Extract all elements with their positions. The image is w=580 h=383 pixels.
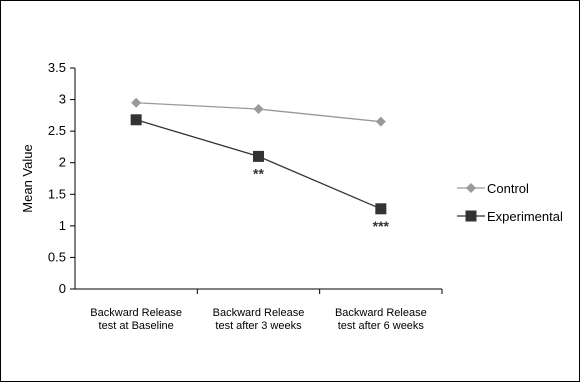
data-point-experimental (375, 203, 387, 215)
significance-annotations: ***** (253, 165, 390, 233)
data-point-control (131, 97, 142, 108)
data-point-experimental (130, 114, 142, 126)
y-tick-label: 1.5 (48, 186, 66, 201)
series-lines (130, 97, 387, 215)
y-tick-label: 3.5 (48, 60, 66, 75)
significance-marker: ** (253, 165, 264, 181)
y-tick-label: 0.5 (48, 249, 66, 264)
legend: Control Experimental (457, 181, 563, 224)
x-category-label: test at Baseline (99, 320, 174, 332)
x-category-label: test after 3 weeks (215, 320, 302, 332)
data-point-control (253, 104, 264, 115)
y-tick-labels: 0 0.5 1 1.5 2 2.5 3 3.5 (48, 60, 66, 296)
y-tick-label: 2.5 (48, 123, 66, 138)
y-tick-label: 1 (59, 218, 66, 233)
data-point-experimental (253, 150, 264, 162)
x-category-label: test after 6 weeks (338, 320, 425, 332)
data-point-control (375, 116, 386, 127)
legend-label-control: Control (487, 181, 529, 196)
y-tick-label: 3 (59, 92, 66, 107)
y-tick-label: 2 (59, 155, 66, 170)
series-line-experimental (135, 119, 382, 210)
legend-label-experimental: Experimental (487, 209, 563, 224)
x-category-label: Backward Release (335, 307, 427, 319)
legend-marker-experimental (465, 210, 477, 222)
significance-marker: *** (373, 218, 390, 234)
axes (70, 67, 443, 294)
x-category-label: Backward Release (213, 307, 305, 319)
legend-marker-control (466, 183, 476, 193)
y-axis-label: Mean Value (20, 144, 35, 212)
x-category-label: Backward Release (90, 307, 182, 319)
y-tick-label: 0 (59, 281, 66, 296)
